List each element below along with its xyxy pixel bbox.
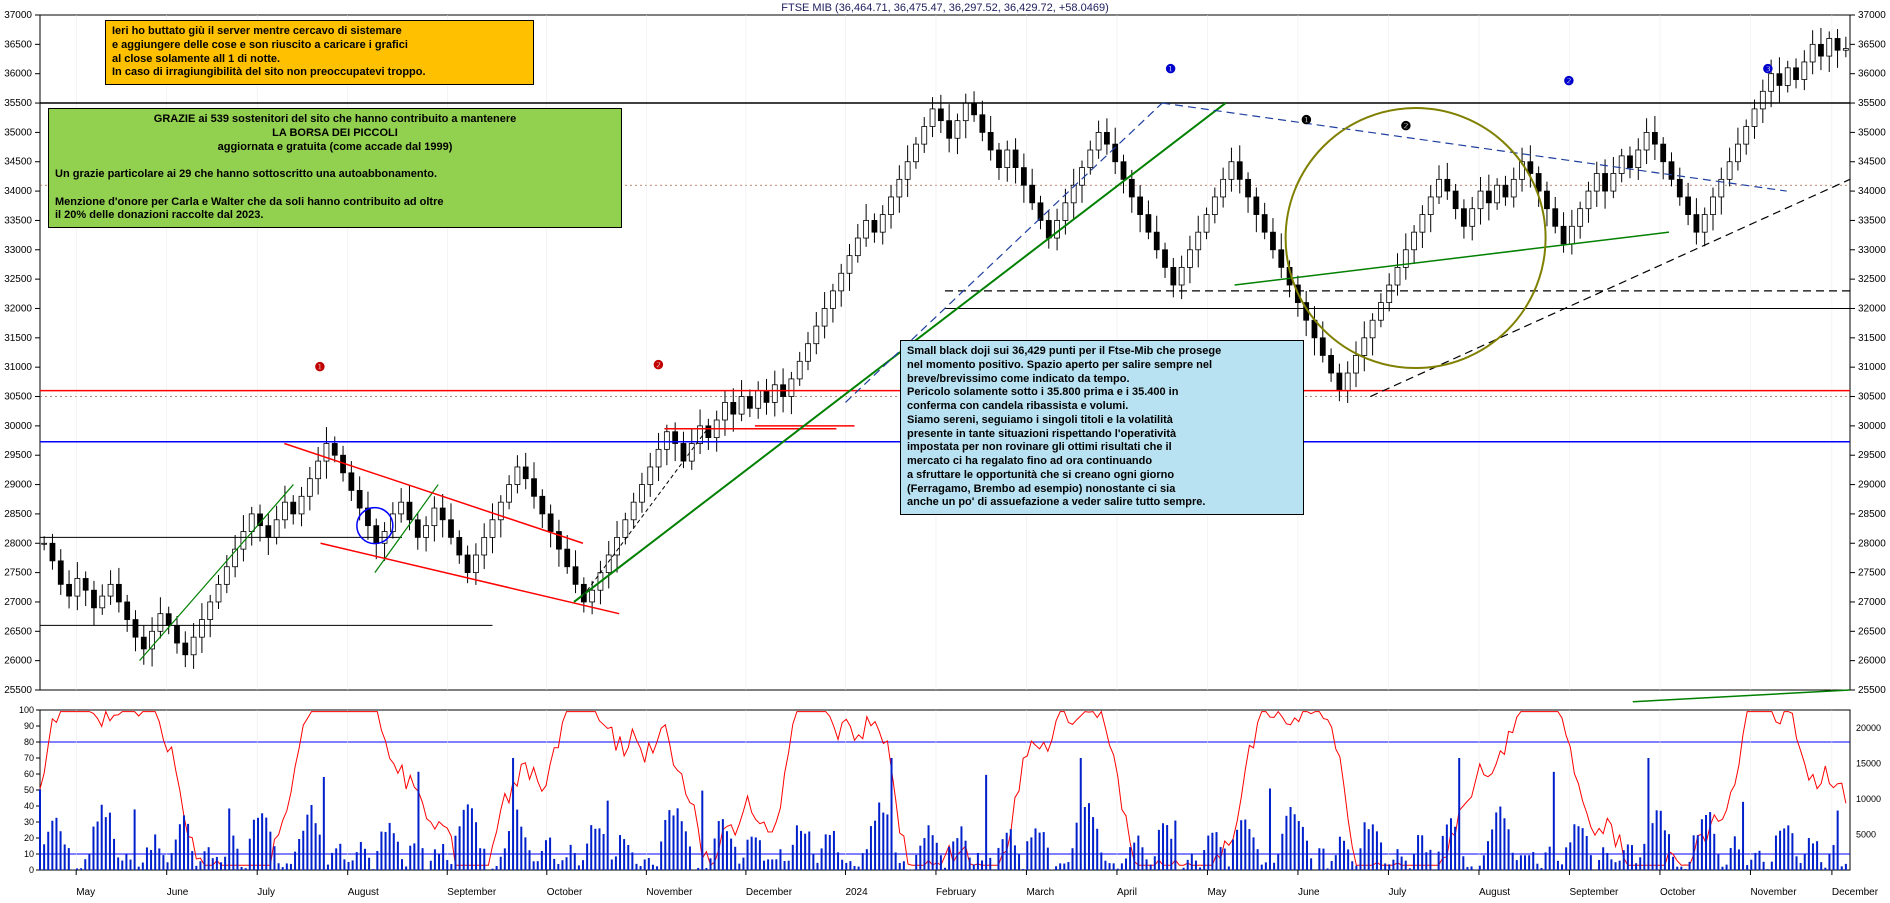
svg-text:31000: 31000 (1858, 362, 1886, 373)
svg-text:26000: 26000 (4, 656, 32, 667)
svg-text:30000: 30000 (4, 421, 32, 432)
svg-text:35500: 35500 (4, 98, 32, 109)
svg-text:40: 40 (24, 801, 34, 811)
svg-text:28500: 28500 (4, 509, 32, 520)
svg-text:20: 20 (24, 833, 34, 843)
svg-text:36500: 36500 (4, 39, 32, 50)
svg-text:29000: 29000 (1858, 480, 1886, 491)
svg-text:27500: 27500 (1858, 568, 1886, 579)
svg-text:36500: 36500 (1858, 39, 1886, 50)
svg-text:25500: 25500 (1858, 685, 1886, 696)
note-box-orange: Ieri ho buttato giù il server mentre cer… (105, 20, 534, 85)
svg-text:60: 60 (24, 769, 34, 779)
note-box-cyan: Small black doji sui 36,429 punti per il… (900, 340, 1304, 515)
svg-text:34500: 34500 (4, 157, 32, 168)
svg-text:33500: 33500 (4, 215, 32, 226)
svg-text:25500: 25500 (4, 685, 32, 696)
svg-text:June: June (167, 887, 189, 898)
svg-text:August: August (348, 887, 379, 898)
svg-text:26500: 26500 (4, 626, 32, 637)
svg-text:October: October (547, 887, 583, 898)
svg-text:30000: 30000 (1858, 421, 1886, 432)
svg-text:33000: 33000 (1858, 245, 1886, 256)
svg-text:29500: 29500 (4, 450, 32, 461)
svg-text:33000: 33000 (4, 245, 32, 256)
svg-text:35500: 35500 (1858, 98, 1886, 109)
svg-text:80: 80 (24, 737, 34, 747)
svg-text:29500: 29500 (1858, 450, 1886, 461)
svg-text:29000: 29000 (4, 480, 32, 491)
svg-text:28000: 28000 (4, 538, 32, 549)
svg-text:32500: 32500 (4, 274, 32, 285)
svg-text:32000: 32000 (4, 303, 32, 314)
svg-text:36000: 36000 (4, 69, 32, 80)
svg-text:November: November (1750, 887, 1797, 898)
svg-text:May: May (76, 887, 95, 898)
svg-text:26000: 26000 (1858, 656, 1886, 667)
svg-text:27000: 27000 (1858, 597, 1886, 608)
svg-text:34000: 34000 (4, 186, 32, 197)
svg-text:35000: 35000 (1858, 127, 1886, 138)
svg-text:31000: 31000 (4, 362, 32, 373)
svg-text:10000: 10000 (1856, 794, 1881, 804)
svg-text:March: March (1026, 887, 1054, 898)
svg-text:34500: 34500 (1858, 157, 1886, 168)
svg-text:May: May (1207, 887, 1226, 898)
svg-text:27500: 27500 (4, 568, 32, 579)
svg-text:70: 70 (24, 753, 34, 763)
svg-text:90: 90 (24, 721, 34, 731)
svg-text:September: September (1569, 887, 1619, 898)
wave-marker: ❶ (1165, 62, 1176, 76)
svg-text:December: December (1832, 887, 1879, 898)
svg-text:28000: 28000 (1858, 538, 1886, 549)
wave-marker: ❶ (1301, 113, 1312, 127)
svg-text:34000: 34000 (1858, 186, 1886, 197)
chart-root: FTSE MIB (36,464.71, 36,475.47, 36,297.5… (0, 0, 1890, 903)
svg-text:July: July (257, 887, 275, 898)
svg-text:0: 0 (29, 865, 34, 875)
svg-text:37000: 37000 (4, 10, 32, 21)
wave-marker: ❸ (1763, 62, 1774, 76)
svg-text:35000: 35000 (4, 127, 32, 138)
wave-marker: ❷ (653, 358, 664, 372)
wave-marker: ❶ (315, 360, 326, 374)
svg-text:June: June (1298, 887, 1320, 898)
note-box-green: GRAZIE ai 539 sostenitori del sito che h… (48, 108, 622, 228)
svg-text:30: 30 (24, 817, 34, 827)
svg-text:30500: 30500 (4, 392, 32, 403)
svg-text:50: 50 (24, 785, 34, 795)
svg-text:37000: 37000 (1858, 10, 1886, 21)
svg-text:10: 10 (24, 849, 34, 859)
svg-text:30500: 30500 (1858, 392, 1886, 403)
svg-text:15000: 15000 (1856, 758, 1881, 768)
svg-text:November: November (646, 887, 693, 898)
svg-text:32000: 32000 (1858, 303, 1886, 314)
wave-marker: ❷ (1563, 74, 1574, 88)
svg-text:36000: 36000 (1858, 69, 1886, 80)
wave-marker: ❷ (1401, 119, 1412, 133)
svg-text:20000: 20000 (1856, 723, 1881, 733)
svg-text:5000: 5000 (1856, 829, 1876, 839)
svg-text:2024: 2024 (845, 887, 868, 898)
svg-text:August: August (1479, 887, 1510, 898)
svg-text:July: July (1388, 887, 1406, 898)
svg-text:28500: 28500 (1858, 509, 1886, 520)
svg-text:32500: 32500 (1858, 274, 1886, 285)
svg-text:100: 100 (19, 705, 34, 715)
svg-text:February: February (936, 887, 976, 898)
svg-text:26500: 26500 (1858, 626, 1886, 637)
svg-text:27000: 27000 (4, 597, 32, 608)
svg-text:33500: 33500 (1858, 215, 1886, 226)
svg-text:October: October (1660, 887, 1696, 898)
svg-text:31500: 31500 (4, 333, 32, 344)
svg-text:31500: 31500 (1858, 333, 1886, 344)
svg-text:September: September (447, 887, 497, 898)
svg-text:December: December (746, 887, 793, 898)
svg-text:April: April (1117, 887, 1137, 898)
